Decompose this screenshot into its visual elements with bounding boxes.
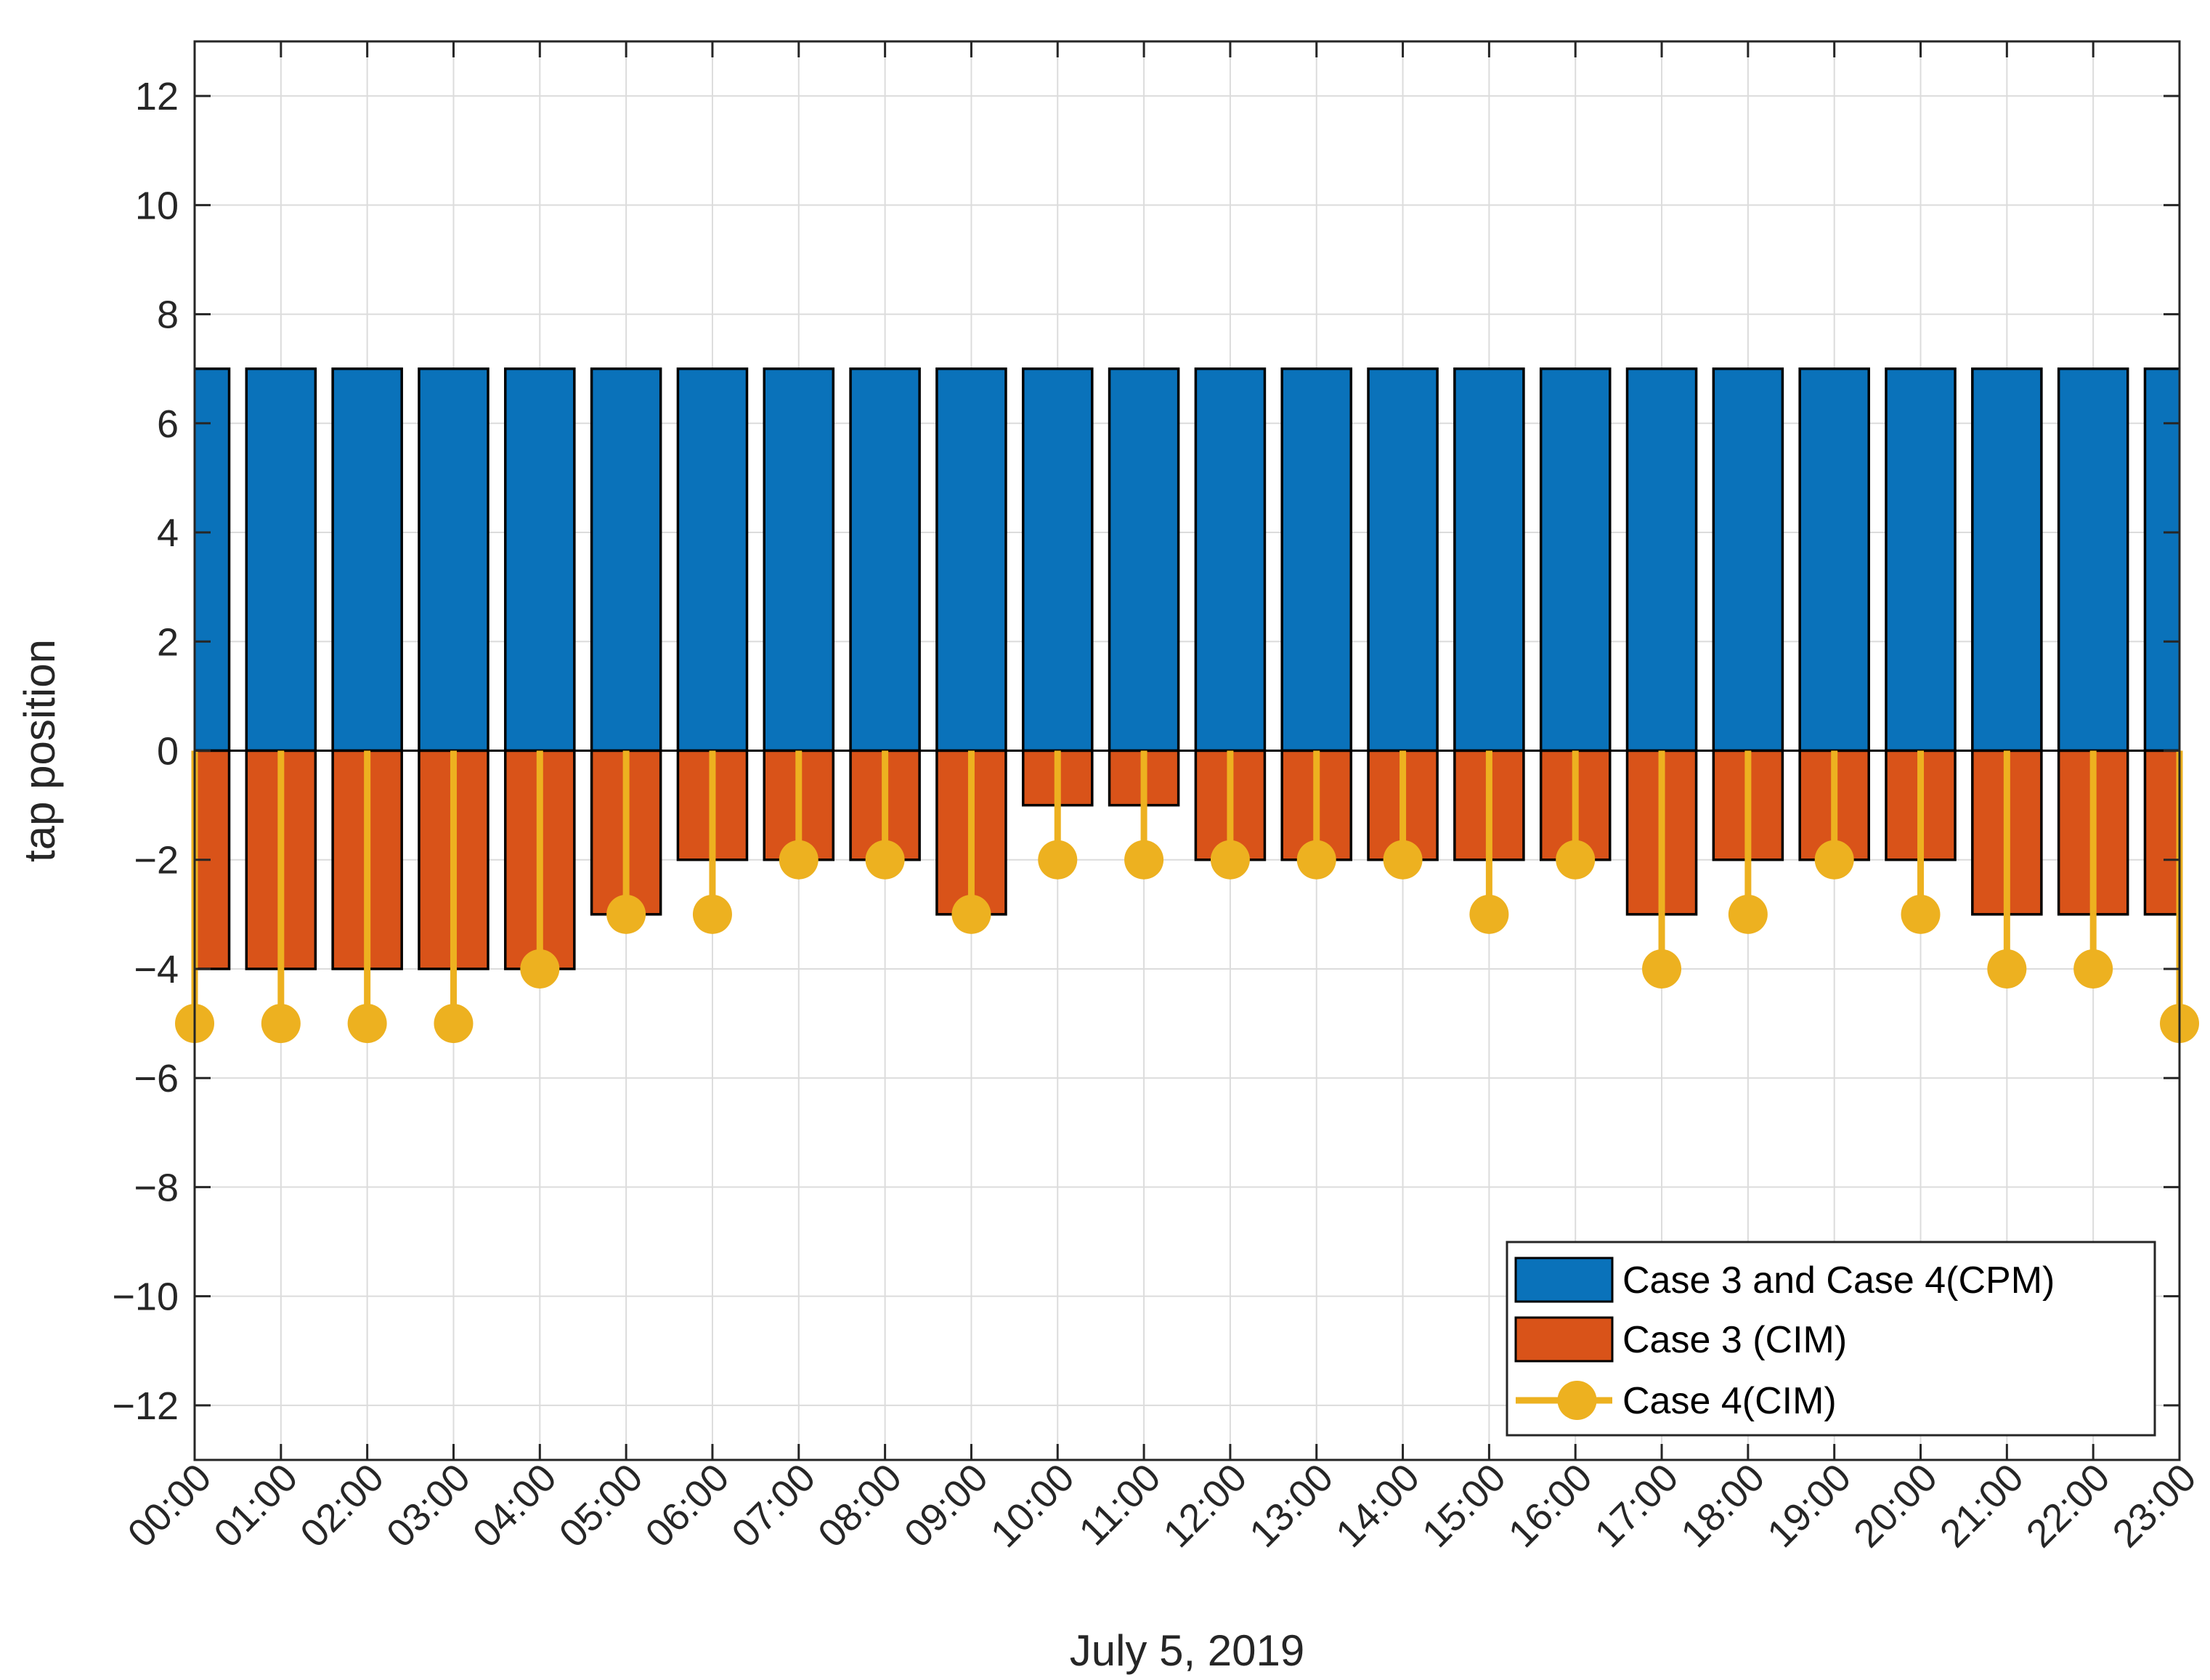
bar-cpm	[590, 367, 662, 752]
bar-cpm	[1367, 367, 1439, 752]
stem-series	[175, 750, 2199, 1044]
x-tick-label: 05:00	[551, 1456, 651, 1556]
bar-cpm	[1625, 367, 1698, 752]
x-tick-label: 12:00	[1155, 1456, 1255, 1556]
x-tick-label: 15:00	[1414, 1456, 1514, 1556]
bar-cpm	[935, 367, 1007, 752]
legend-box	[1506, 1241, 2156, 1437]
y-tick-label: −8	[134, 1166, 179, 1209]
y-tick-label: 4	[157, 511, 179, 555]
stem-marker-case4-cim	[606, 894, 646, 934]
legend-swatch-cpm	[1514, 1257, 1614, 1303]
stem-marker-case4-cim	[347, 1004, 387, 1044]
stem-marker-case4-cim	[1814, 840, 1854, 880]
stem-marker-case4-cim	[1901, 894, 1941, 934]
bar-cpm	[1712, 367, 1784, 752]
bar-cpm	[1885, 367, 1957, 752]
legend-label-cpm: Case 3 and Case 4(CPM)	[1622, 1259, 2055, 1302]
bar-cpm	[1453, 367, 1525, 752]
bar-cpm	[1280, 367, 1353, 752]
y-tick-label: 10	[135, 184, 179, 227]
y-tick-label: −12	[112, 1384, 179, 1428]
x-tick-label: 01:00	[206, 1456, 306, 1556]
bar-cpm	[2143, 367, 2179, 752]
stem-marker-case4-cim	[520, 949, 560, 989]
y-tick-label: −4	[134, 948, 179, 991]
stem-marker-case4-cim	[1469, 894, 1509, 934]
stem-marker-case4-cim	[1642, 949, 1682, 989]
y-tick-label: −10	[112, 1275, 179, 1319]
bar-cpm	[1539, 367, 1612, 752]
y-tick-label: 6	[157, 402, 179, 446]
stem-marker-case4-cim	[779, 840, 818, 880]
x-tick-label: 00:00	[120, 1456, 220, 1556]
bar-cpm	[676, 367, 749, 752]
bar-cpm	[849, 367, 921, 752]
y-tick-label: 12	[135, 75, 179, 118]
stem-marker-case4-cim	[1210, 840, 1250, 880]
bar-cpm	[2057, 367, 2129, 752]
x-tick-label: 22:00	[2018, 1456, 2118, 1556]
stem-marker-case4-cim	[692, 894, 732, 934]
x-tick-label: 16:00	[1500, 1456, 1601, 1556]
x-axis-title: July 5, 2019	[1070, 1626, 1305, 1675]
x-tick-label: 04:00	[465, 1456, 565, 1556]
stem-marker-case4-cim	[1728, 894, 1768, 934]
x-tick-label: 14:00	[1328, 1456, 1428, 1556]
bar-cpm	[763, 367, 835, 752]
stem-marker-case4-cim	[1383, 840, 1423, 880]
legend-swatch-case3-cim	[1514, 1316, 1614, 1363]
legend-label-case4-cim: Case 4(CIM)	[1622, 1380, 1837, 1422]
stem-marker-case4-cim	[1038, 840, 1078, 880]
stem-marker-case4-cim	[1296, 840, 1336, 880]
x-tick-label: 13:00	[1241, 1456, 1341, 1556]
stem-marker-case4-cim	[1987, 949, 2027, 989]
y-tick-label: 2	[157, 620, 179, 664]
bar-cpm	[1798, 367, 1870, 752]
stem-marker-case4-cim	[1124, 840, 1164, 880]
bar-cpm	[245, 367, 317, 752]
stem-marker-case4-cim	[2073, 949, 2113, 989]
axes	[193, 40, 2181, 1461]
bar-cpm	[331, 367, 403, 752]
bar-cpm	[1108, 367, 1180, 752]
x-tick-label: 11:00	[1071, 1456, 1169, 1554]
y-tick-label: −2	[134, 839, 179, 882]
y-axis-title: tap position	[15, 639, 64, 862]
x-tick-label: 06:00	[637, 1456, 737, 1556]
x-tick-label: 20:00	[1845, 1456, 1946, 1556]
x-tick-label: 08:00	[810, 1456, 910, 1556]
bar-cpm	[418, 367, 489, 752]
y-tick-label: 0	[157, 730, 179, 774]
x-tick-label: 09:00	[896, 1456, 996, 1556]
bar-cpm	[1194, 367, 1267, 752]
x-tick-label: 10:00	[983, 1456, 1083, 1556]
stem-marker-case4-cim	[261, 1004, 301, 1044]
bar-cpm	[1021, 367, 1094, 752]
x-tick-label: 03:00	[378, 1456, 479, 1556]
stem-marker-case4-cim	[951, 894, 991, 934]
x-tick-label: 21:00	[1932, 1456, 2032, 1556]
x-tick-label: 19:00	[1759, 1456, 1859, 1556]
bar-series	[195, 367, 2179, 970]
y-tick-label: 8	[157, 293, 179, 337]
x-tick-label: 02:00	[292, 1456, 392, 1556]
legend-label-case3-cim: Case 3 (CIM)	[1622, 1319, 1847, 1361]
bar-cpm	[195, 367, 231, 752]
y-tick-label: −6	[134, 1057, 179, 1100]
x-tick-label: 18:00	[1673, 1456, 1773, 1556]
stem-marker-case4-cim	[434, 1004, 474, 1044]
x-tick-label: 23:00	[2105, 1456, 2205, 1556]
bar-cpm	[1971, 367, 2043, 752]
stem-marker-case4-cim	[1556, 840, 1596, 880]
legend-swatch-case4-cim-marker	[1557, 1381, 1597, 1420]
bar-cpm	[504, 367, 576, 752]
stem-marker-case4-cim	[865, 840, 905, 880]
legend: Case 3 and Case 4(CPM) Case 3 (CIM) Case…	[1506, 1241, 2156, 1437]
x-tick-label: 07:00	[723, 1456, 824, 1556]
x-tick-label: 17:00	[1587, 1456, 1687, 1556]
